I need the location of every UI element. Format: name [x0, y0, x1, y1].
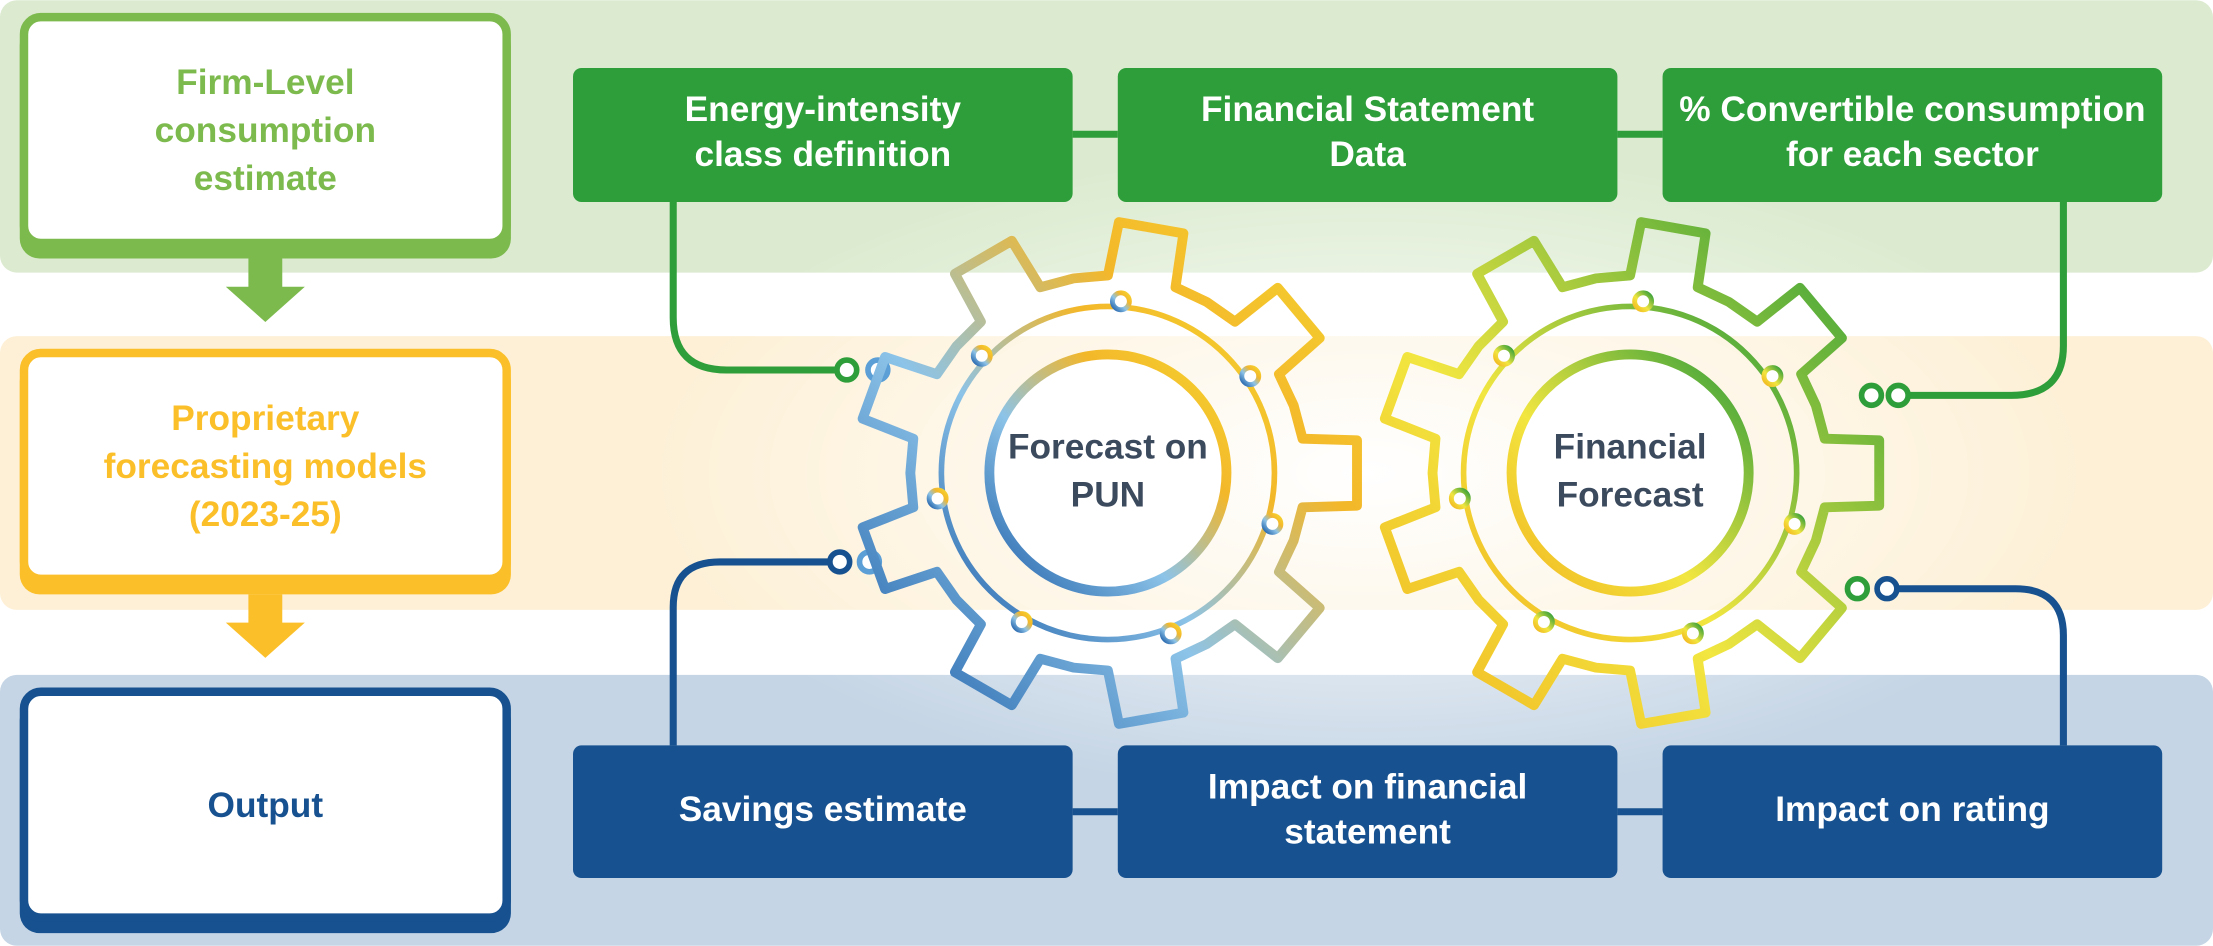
- gear-hub: [984, 349, 1232, 597]
- label-line: Impact on financial: [1208, 767, 1527, 806]
- output-box: [1662, 745, 2163, 879]
- label-line: estimate: [194, 159, 337, 198]
- gear-node: [1761, 365, 1784, 388]
- connector-node: [1885, 382, 1911, 409]
- gear-node: [926, 487, 949, 510]
- connector-node: [1874, 576, 1900, 602]
- gear-ring: [1460, 303, 1800, 643]
- input-box: [573, 67, 1073, 203]
- label-line: % Convertible consumption: [1679, 90, 2145, 129]
- gear-node: [1261, 512, 1284, 535]
- connector: [1898, 202, 2067, 399]
- stage-box: [19, 348, 511, 584]
- gear-node: [1109, 290, 1132, 313]
- label-line: Financial: [1554, 427, 1707, 466]
- connector-node: [1858, 382, 1885, 409]
- label-line: for each sector: [1786, 135, 2039, 174]
- label-line: Financial Statement: [1201, 90, 1534, 129]
- gear: [857, 217, 1362, 729]
- layout: Firm-Level consumption estimate Proprietary…: [19, 12, 2163, 934]
- connector-node: [834, 357, 860, 383]
- gear-node: [1159, 622, 1182, 645]
- label-line: Forecast: [1557, 475, 1704, 514]
- gear-hub: [1506, 349, 1754, 597]
- connector-node: [827, 549, 853, 575]
- gear-node: [1532, 611, 1555, 633]
- label-line: Impact on rating: [1775, 790, 2049, 829]
- label-line: Savings estimate: [679, 790, 967, 829]
- input-box: [1662, 67, 2163, 203]
- connector: [669, 558, 840, 746]
- connector: [669, 202, 847, 374]
- stage-box: [19, 687, 511, 922]
- label-line: Firm-Level: [176, 63, 354, 102]
- label-line: Forecast on: [1008, 427, 1208, 466]
- label-line: consumption: [155, 111, 376, 150]
- gear-ring: [938, 303, 1278, 643]
- down-arrow: [225, 258, 305, 322]
- gear-node: [1448, 487, 1471, 510]
- output-box: [573, 745, 1073, 879]
- gear-node: [1493, 344, 1515, 367]
- label-line: PUN: [1071, 475, 1145, 514]
- label-line: Output: [208, 786, 324, 825]
- gear-node: [1010, 611, 1033, 633]
- connector: [1886, 585, 2067, 746]
- gear: [1379, 217, 1885, 729]
- gear-node: [1632, 290, 1655, 313]
- gear-node: [1783, 512, 1806, 535]
- connector-node: [1844, 576, 1871, 602]
- gear-node: [1239, 365, 1262, 388]
- down-arrow: [225, 594, 305, 658]
- label-line: Proprietary: [171, 399, 360, 438]
- label-line: statement: [1284, 813, 1451, 852]
- gear-node: [970, 344, 993, 367]
- input-box: [1117, 67, 1618, 203]
- label-line: forecasting models: [104, 447, 427, 486]
- output-box: [1117, 745, 1618, 879]
- label-line: (2023-25): [189, 495, 342, 534]
- label-line: Energy-intensity: [685, 90, 962, 129]
- stage-box: [19, 12, 511, 248]
- label-line: Data: [1329, 135, 1406, 174]
- gear-node: [1681, 622, 1704, 645]
- label-line: class definition: [694, 135, 951, 174]
